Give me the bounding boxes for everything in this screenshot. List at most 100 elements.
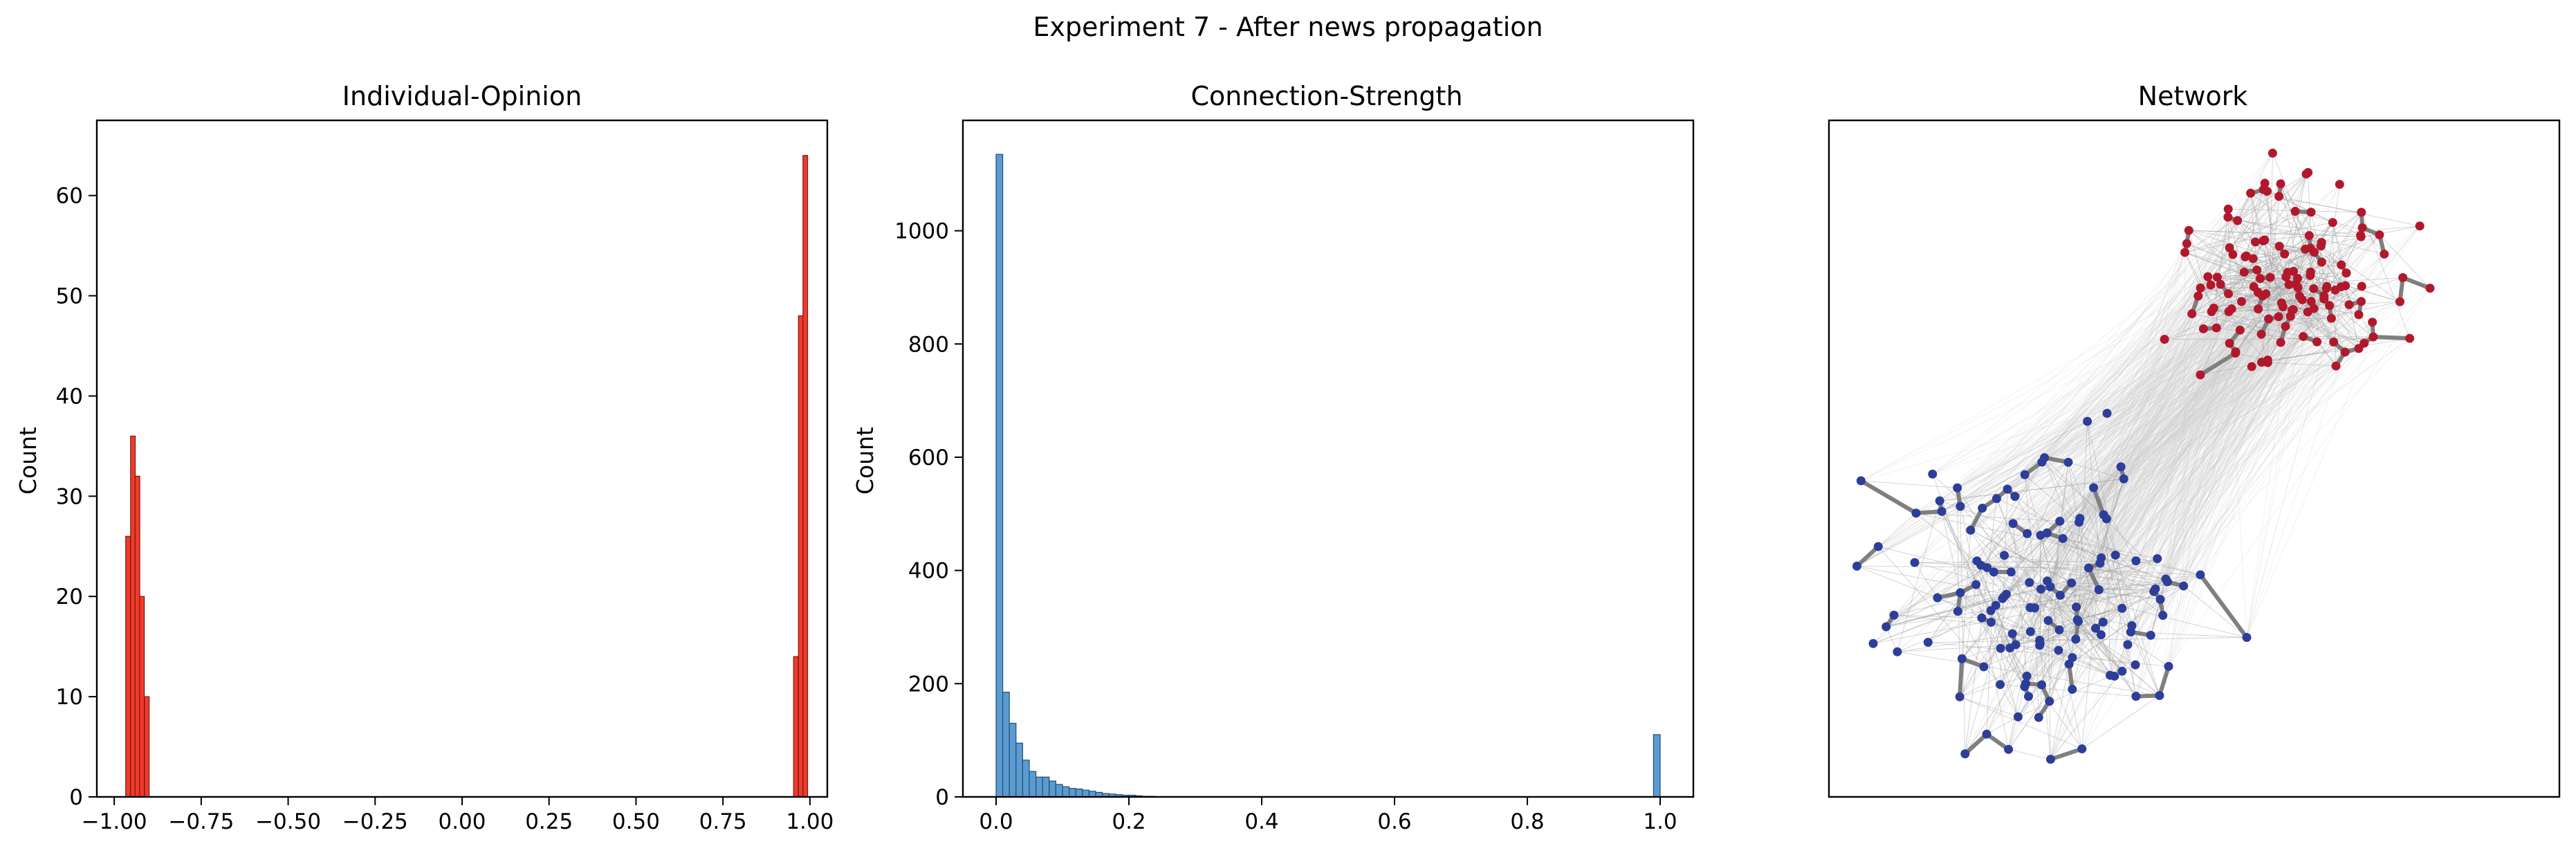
- network-edge: [1983, 608, 2122, 668]
- network-edge: [1857, 301, 2362, 567]
- network-edge: [2024, 276, 2209, 687]
- strength-bar: [1042, 776, 1050, 798]
- strength-bar: [1075, 788, 1083, 798]
- network-node: [1991, 494, 2001, 504]
- network-edge: [1995, 241, 2256, 606]
- network-edge: [2184, 212, 2312, 253]
- network-node: [2077, 744, 2087, 754]
- network-edge: [2002, 342, 2230, 599]
- network-edge: [2114, 286, 2328, 677]
- network-node: [2328, 218, 2337, 228]
- strength-ytick-label: 400: [908, 559, 949, 584]
- network-edge: [1959, 582, 2030, 697]
- network-edge: [2106, 272, 2311, 414]
- network-edge: [2280, 183, 2325, 300]
- network-node: [2239, 267, 2249, 277]
- network-edge: [2103, 515, 2160, 696]
- network-node: [2196, 370, 2205, 380]
- network-edge: [2279, 246, 2342, 266]
- network-edge: [2072, 230, 2189, 690]
- network-node: [2149, 587, 2159, 596]
- opinion-histogram-panel: Individual-Opinion Count −1.00 −0.75 −0.50…: [15, 81, 834, 834]
- network-edge: [2123, 295, 2300, 479]
- network-strong-edge: [1859, 478, 1918, 515]
- opinion-xtick-label: 1.00: [786, 809, 834, 834]
- network-edge: [2068, 286, 2254, 665]
- network-edge: [2050, 587, 2123, 672]
- network-node: [2297, 295, 2307, 304]
- network-edge: [2110, 608, 2123, 676]
- network-node: [2299, 331, 2308, 341]
- network-edge: [2100, 634, 2115, 677]
- network-node: [2274, 312, 2283, 322]
- network-edge: [1986, 587, 2051, 735]
- network-edge: [2039, 293, 2267, 646]
- network-edge: [2059, 339, 2165, 630]
- network-node: [1856, 476, 1866, 486]
- network-edge: [2005, 462, 2069, 595]
- network-edge: [2207, 273, 2347, 277]
- network-node: [2325, 301, 2335, 311]
- network-edge: [2071, 362, 2262, 584]
- network-edge: [1976, 351, 2346, 585]
- network-edge: [2167, 285, 2346, 582]
- network-edge: [2027, 212, 2312, 534]
- network-node: [1957, 654, 1967, 663]
- network-edge: [2078, 290, 2336, 622]
- network-edge: [2012, 240, 2264, 634]
- strength-xtick-label: 0.2: [1112, 809, 1146, 834]
- network-edge: [2030, 466, 2122, 632]
- network-edge: [1990, 301, 2362, 612]
- strength-bar: [1035, 776, 1043, 798]
- network-node: [2225, 243, 2234, 252]
- network-edge: [2115, 555, 2123, 609]
- network-edge: [1939, 235, 2310, 502]
- network-edge: [1987, 567, 2136, 665]
- network-edge: [2062, 193, 2251, 539]
- network-edge: [1928, 366, 2252, 643]
- network-edge: [2068, 284, 2290, 463]
- network-edge: [1965, 284, 2211, 754]
- network-edge: [2122, 608, 2137, 697]
- network-edge: [1983, 329, 2241, 668]
- network-edge: [1928, 288, 2327, 643]
- network-edge: [1893, 614, 2101, 636]
- network-node: [2242, 632, 2252, 642]
- network-edge: [2024, 189, 2264, 475]
- network-edge: [2159, 191, 2267, 696]
- network-edge: [2072, 288, 2327, 690]
- network-node: [2228, 250, 2238, 259]
- network-edge: [1983, 594, 2007, 668]
- network-node: [1956, 588, 1965, 598]
- network-node: [2231, 347, 2241, 357]
- network-edge: [2270, 212, 2312, 278]
- network-edge: [2317, 341, 2337, 367]
- network-edge: [2081, 563, 2101, 749]
- network-edge: [2040, 261, 2322, 644]
- network-edge: [2047, 322, 2373, 582]
- network-edge: [2229, 174, 2307, 248]
- network-edge: [1962, 342, 2281, 659]
- network-edge: [1927, 523, 2014, 643]
- network-node: [2131, 660, 2140, 670]
- network-edge: [2087, 235, 2310, 422]
- strength-xtick-label: 0.8: [1510, 809, 1544, 834]
- network-edge: [2079, 306, 2283, 519]
- network-node: [2317, 257, 2326, 267]
- network-edge: [1878, 275, 2311, 547]
- network-edge: [2041, 288, 2431, 463]
- network-edge: [1965, 301, 2312, 754]
- network-edge: [2088, 193, 2251, 569]
- network-edge: [2210, 252, 2315, 286]
- network-edge: [1932, 474, 2061, 596]
- network-edge: [2018, 284, 2290, 717]
- network-node: [2354, 310, 2364, 320]
- network-edge: [2103, 365, 2337, 623]
- network-edge: [2214, 286, 2327, 309]
- network-edge: [2095, 275, 2311, 629]
- opinion-xtick-label: 0.50: [612, 809, 660, 834]
- network-node: [2203, 272, 2213, 282]
- network-edge: [2122, 311, 2212, 672]
- network-node: [2055, 516, 2065, 526]
- network-edge: [2018, 261, 2322, 717]
